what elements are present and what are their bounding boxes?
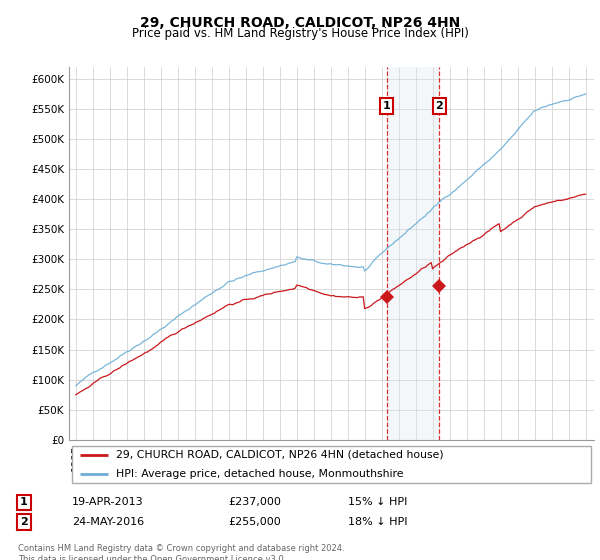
Bar — [387, 67, 439, 440]
Text: 19-APR-2013: 19-APR-2013 — [72, 497, 143, 507]
Text: Contains HM Land Registry data © Crown copyright and database right 2024.
This d: Contains HM Land Registry data © Crown c… — [18, 544, 344, 560]
Text: HPI: Average price, detached house, Monmouthshire: HPI: Average price, detached house, Monm… — [116, 469, 404, 478]
Text: 24-MAY-2016: 24-MAY-2016 — [72, 517, 144, 527]
FancyBboxPatch shape — [71, 446, 592, 483]
Text: 1: 1 — [20, 497, 28, 507]
Text: 2: 2 — [20, 517, 28, 527]
Text: £237,000: £237,000 — [228, 497, 281, 507]
Text: 18% ↓ HPI: 18% ↓ HPI — [348, 517, 407, 527]
Text: £255,000: £255,000 — [228, 517, 281, 527]
Text: 29, CHURCH ROAD, CALDICOT, NP26 4HN (detached house): 29, CHURCH ROAD, CALDICOT, NP26 4HN (det… — [116, 450, 444, 460]
Text: Price paid vs. HM Land Registry's House Price Index (HPI): Price paid vs. HM Land Registry's House … — [131, 27, 469, 40]
Text: 1: 1 — [383, 101, 391, 111]
Text: 29, CHURCH ROAD, CALDICOT, NP26 4HN: 29, CHURCH ROAD, CALDICOT, NP26 4HN — [140, 16, 460, 30]
Text: 2: 2 — [436, 101, 443, 111]
Text: 15% ↓ HPI: 15% ↓ HPI — [348, 497, 407, 507]
